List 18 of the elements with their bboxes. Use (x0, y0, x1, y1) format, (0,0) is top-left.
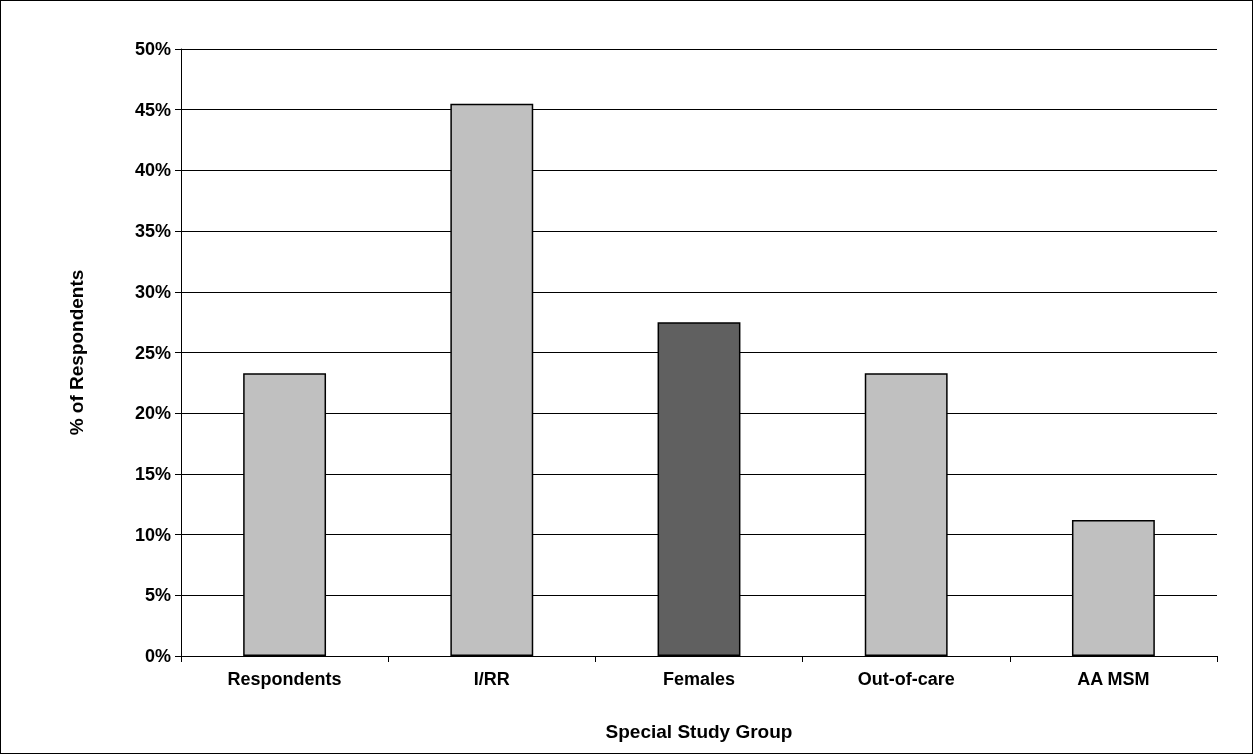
y-tick-label: 10% (134, 524, 171, 545)
x-tick-label: AA MSM (1077, 669, 1150, 689)
x-tick-label: Out-of-care (857, 669, 955, 689)
y-tick-label: 5% (144, 585, 171, 606)
y-tick-label: 20% (134, 403, 171, 424)
y-tick-label: 30% (134, 281, 171, 302)
x-tick-label: Respondents (227, 669, 342, 689)
y-tick-label: 50% (134, 39, 171, 59)
y-tick-label: 25% (134, 342, 171, 363)
x-axis-title: Special Study Group (605, 721, 793, 742)
y-tick-label: 45% (134, 99, 171, 120)
x-tick-label: Females (662, 669, 736, 689)
y-tick-label: 40% (134, 160, 171, 181)
x-tick-label: I/RR (473, 669, 510, 689)
y-tick-label: 0% (144, 646, 171, 666)
y-axis-title: % of Respondents (66, 269, 87, 436)
y-tick-label: 15% (134, 463, 171, 484)
y-tick-label: 35% (134, 221, 171, 242)
